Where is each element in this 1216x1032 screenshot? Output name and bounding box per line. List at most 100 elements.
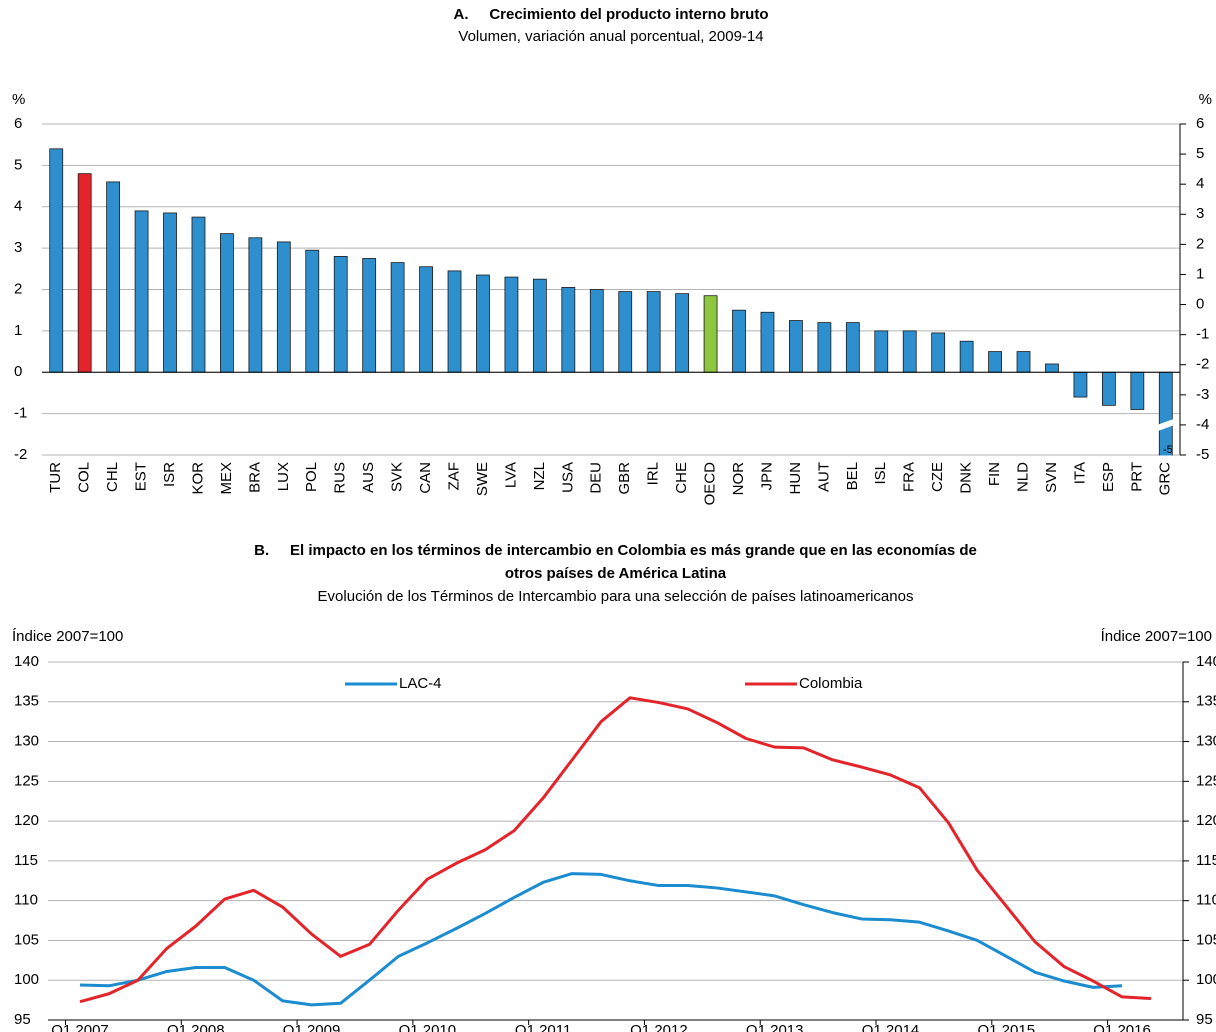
y-tick-label: 5 [14, 156, 22, 173]
x-tick-label: CAN [417, 462, 434, 494]
bar [362, 258, 377, 373]
bar [419, 266, 433, 373]
bar [732, 309, 746, 373]
bar [845, 322, 860, 373]
x-tick-label: GBR [616, 462, 633, 495]
y-tick-label: 135 [14, 693, 39, 710]
y2-tick-label: 120 [1196, 812, 1216, 829]
bar [931, 332, 946, 373]
x-tick-label: SVK [389, 462, 406, 492]
y-tick-label: 125 [14, 772, 39, 789]
bar [817, 322, 832, 373]
x-tick-label: Q1 2013 [746, 1022, 804, 1032]
line-series [79, 696, 1152, 1004]
y2-tick-label: -3 [1196, 386, 1209, 403]
bar [447, 270, 462, 373]
legend-label: LAC-4 [399, 675, 442, 692]
x-tick-label: AUT [815, 462, 832, 492]
x-tick-label: Q1 2009 [283, 1022, 341, 1032]
y2-tick-label: 130 [1196, 733, 1216, 750]
bar [333, 255, 348, 373]
x-tick-label: NOR [730, 462, 747, 496]
x-tick-label: BEL [844, 462, 861, 490]
y2-tick-label: 2 [1196, 235, 1204, 252]
chart-title: otros países de América Latina [505, 565, 727, 582]
x-tick-label: Q1 2014 [862, 1022, 920, 1032]
x-tick-label: DEU [588, 462, 605, 494]
x-tick-label: USA [559, 462, 576, 493]
y-tick-label: 115 [14, 852, 38, 869]
y-tick-label: 105 [14, 931, 39, 948]
x-tick-label: ITA [1071, 462, 1088, 484]
legend-label: Colombia [799, 675, 863, 692]
bar [476, 274, 490, 373]
bar [220, 233, 234, 373]
bar [646, 291, 661, 373]
x-tick-label: FRA [901, 462, 918, 492]
y-tick-label: 140 [14, 653, 39, 670]
y2-axis-label: Índice 2007=100 [1101, 628, 1212, 645]
x-tick-label: Q1 2010 [399, 1022, 457, 1032]
x-tick-label: TUR [47, 462, 64, 493]
y2-axis-label: % [1199, 91, 1212, 108]
x-tick-label: EST [133, 462, 150, 491]
x-tick-label: Q1 2008 [167, 1022, 225, 1032]
bar [106, 181, 121, 373]
bar [532, 278, 547, 373]
x-tick-label: HUN [787, 462, 804, 495]
x-tick-label: Q1 2007 [51, 1022, 109, 1032]
x-tick-label: GRC [1157, 462, 1174, 496]
x-tick-label: ZAF [445, 462, 462, 490]
chart-title: B. El impacto en los términos de interca… [254, 542, 977, 559]
y2-tick-label: 105 [1196, 931, 1216, 948]
x-tick-label: DNK [958, 462, 975, 494]
y-tick-label: 100 [14, 971, 39, 988]
x-tick-label: LVA [502, 462, 519, 488]
bar [163, 212, 177, 373]
x-tick-label: NLD [1014, 462, 1031, 492]
bar [561, 287, 576, 373]
axis-break [1156, 419, 1176, 431]
y2-tick-label: 115 [1196, 852, 1216, 869]
bar [49, 148, 64, 373]
y2-tick-label: -5 [1196, 446, 1209, 463]
x-tick-label: CHL [104, 462, 121, 492]
x-tick-label: CHE [673, 462, 690, 494]
y2-tick-label: 5 [1196, 145, 1204, 162]
y2-tick-label: 6 [1196, 115, 1204, 132]
bar [618, 291, 633, 373]
y2-tick-label: 125 [1196, 772, 1216, 789]
x-tick-label: JPN [758, 462, 775, 490]
bar [959, 340, 974, 373]
bar [77, 173, 92, 373]
y-tick-label: 120 [14, 812, 39, 829]
x-tick-label: SWE [474, 462, 491, 496]
chart-subtitle: Evolución de los Términos de Intercambio… [318, 588, 914, 605]
y2-tick-label: 140 [1196, 653, 1216, 670]
y2-tick-label: 0 [1196, 296, 1204, 313]
x-tick-label: PRT [1128, 462, 1145, 492]
bar [134, 210, 149, 373]
x-tick-label: RUS [332, 462, 349, 494]
bar [789, 320, 803, 373]
x-tick-label: Q1 2016 [1093, 1022, 1151, 1032]
y2-tick-label: -4 [1196, 416, 1209, 433]
x-tick-label: ISR [161, 462, 178, 487]
x-tick-label: ISL [872, 462, 889, 485]
bar [1130, 371, 1145, 410]
y2-tick-label: 3 [1196, 205, 1204, 222]
y2-tick-label: 95 [1196, 1011, 1213, 1028]
x-tick-label: FIN [986, 462, 1003, 486]
y2-tick-label: 100 [1196, 971, 1216, 988]
y2-tick-label: -1 [1196, 326, 1209, 343]
y2-tick-label: 1 [1196, 265, 1204, 282]
y2-tick-label: 110 [1196, 892, 1216, 909]
y-tick-label: 110 [14, 892, 38, 909]
y-tick-label: 0 [14, 363, 22, 380]
x-tick-label: COL [76, 462, 93, 493]
bar [504, 276, 519, 373]
x-tick-label: ESP [1100, 462, 1117, 492]
line-series [79, 872, 1123, 1007]
y-tick-label: 95 [14, 1011, 31, 1028]
